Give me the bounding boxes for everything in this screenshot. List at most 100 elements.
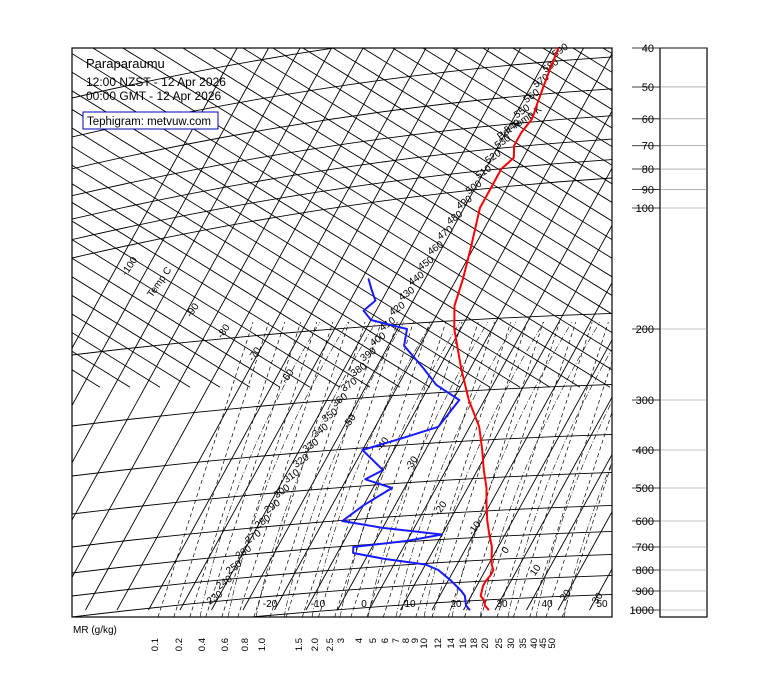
pressure-label: 600 — [636, 516, 654, 528]
dry-adiabat-line — [182, 48, 612, 315]
dry-adiabat-line — [72, 164, 431, 388]
isotherm-line — [526, 453, 612, 611]
temp-label: -20 — [432, 499, 450, 518]
mr-tick-label: 4 — [354, 638, 365, 643]
dewpoint-point — [370, 319, 372, 321]
dry-adiabat-line — [212, 48, 612, 296]
temp-bottom-label: 50 — [596, 599, 608, 610]
mr-tick-label: 2.0 — [310, 638, 321, 651]
temp-bottom-label: 40 — [541, 599, 553, 610]
temperature-point — [468, 399, 470, 401]
pressure-label: 800 — [636, 565, 654, 577]
pressure-label: 70 — [642, 141, 654, 153]
saturated-adiabat-line — [311, 321, 433, 617]
mixing-ratio-line — [301, 321, 398, 617]
mixing-ratio-line — [529, 360, 612, 617]
saturated-adiabat-line — [535, 400, 612, 617]
dry-adiabat-line — [272, 48, 612, 259]
isotherm-line — [305, 52, 612, 611]
dry-adiabat-line — [392, 48, 612, 185]
mixing-ratio-line — [237, 321, 334, 617]
mixing-ratio-line — [205, 321, 302, 617]
temperature-point — [489, 189, 491, 191]
isotherm-line — [72, 48, 332, 521]
dry-adiabat-line — [72, 183, 401, 388]
temperature-point — [479, 207, 481, 209]
dry-adiabat-line — [72, 53, 611, 388]
temperature-point — [520, 132, 522, 134]
isotherm-line — [72, 48, 238, 350]
temperature-point — [453, 305, 456, 307]
dewpoint-point — [460, 590, 462, 592]
temperature-point — [557, 47, 560, 49]
temperature-point — [491, 563, 493, 566]
temp-bottom-label: -20 — [263, 599, 278, 610]
dewpoint-point — [464, 595, 466, 597]
plot-frame — [71, 47, 613, 618]
mixing-ratio-line — [464, 321, 560, 617]
mr-tick-label: 20 — [480, 638, 491, 649]
temperature-point — [542, 86, 544, 88]
dry-adiabat-line — [0, 40, 40, 387]
pressure-label: 400 — [636, 445, 654, 457]
source-box — [82, 111, 219, 130]
isotherm-line — [116, 48, 427, 611]
dry-adiabat-line — [302, 48, 612, 241]
temperature-point — [482, 585, 484, 587]
isotherm-line — [85, 48, 395, 611]
dry-adiabat-line — [72, 201, 371, 388]
dewpoint-point — [361, 449, 364, 451]
mixing-ratio-line — [496, 321, 593, 617]
temp-label: 10 — [528, 562, 544, 578]
dewpoint-point — [363, 504, 365, 506]
temperature-point — [478, 426, 480, 428]
mr-tick-label: 0.1 — [150, 638, 161, 651]
mr-tick-label: 5 — [368, 638, 379, 643]
temperature-point — [488, 609, 490, 611]
temperature-point — [489, 574, 491, 577]
temperature-point — [470, 246, 472, 248]
mixing-ratio-line — [285, 321, 382, 617]
mixing-ratio-line — [157, 321, 254, 617]
time-gmt: 00:00 GMT - 12 Apr 2026 — [86, 89, 222, 103]
mr-tick-label: 9 — [410, 638, 421, 643]
temperature-point — [483, 600, 485, 602]
mixing-ratio-line — [366, 321, 463, 617]
source-link: Tephigram: metvuw.com — [87, 116, 211, 128]
isobar-line — [72, 159, 612, 241]
mixing-ratio-line — [173, 321, 270, 617]
dry-adiabat-line — [740, 40, 760, 387]
isotherm-line — [72, 48, 269, 407]
mr-tick-label: 12 — [433, 638, 444, 649]
temperature-point — [491, 558, 493, 560]
dewpoint-point — [469, 609, 471, 611]
temperature-point — [488, 533, 490, 536]
isobar-line — [72, 433, 612, 477]
dewpoint-point — [382, 469, 384, 471]
dry-adiabat-line — [72, 220, 341, 388]
pressure-label: 40 — [642, 43, 654, 55]
dewpoint-point — [382, 527, 384, 529]
saturated-adiabat-line — [395, 321, 517, 617]
temperature-point — [492, 569, 494, 571]
mr-tick-label: 16 — [458, 638, 469, 649]
location-title: Paraparaumu — [86, 56, 165, 71]
dry-adiabat-line — [72, 313, 191, 388]
dewpoint-point — [406, 328, 408, 330]
mixing-ratio-line — [513, 321, 609, 617]
temp-label: 0 — [500, 545, 512, 556]
temperature-point — [536, 103, 538, 105]
temperature-point — [481, 590, 483, 592]
temperature-point — [485, 487, 488, 489]
dry-adiabat-line — [72, 276, 251, 388]
mr-tick-label: 30 — [506, 638, 517, 649]
dewpoint-point — [424, 563, 427, 566]
mr-tick-label: 1.5 — [294, 638, 305, 651]
temp-label: -50 — [341, 412, 359, 431]
dewpoint-point — [441, 533, 443, 536]
isobar-line — [72, 530, 612, 574]
temp-label: -10 — [466, 519, 484, 538]
dry-adiabat-line — [242, 48, 612, 278]
mr-tick-label: 50 — [547, 638, 558, 649]
